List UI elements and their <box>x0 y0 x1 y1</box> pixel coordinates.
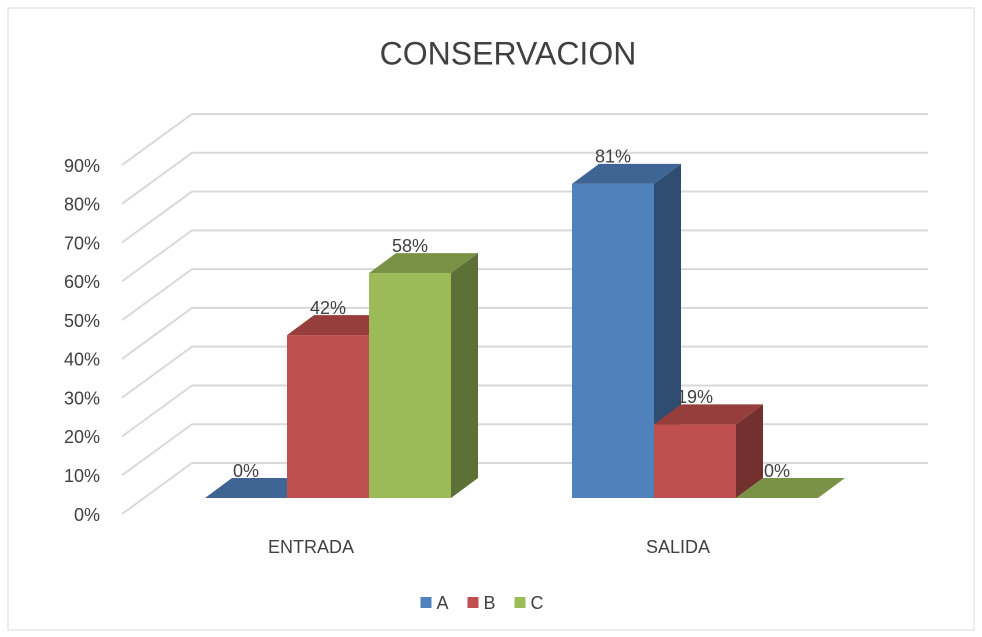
bar-top <box>572 163 681 184</box>
bar-top <box>369 253 478 274</box>
chart-frame <box>7 7 975 631</box>
chart-title: CONSERVACION <box>380 35 637 71</box>
grid-line <box>121 229 928 283</box>
data-label: 42% <box>310 298 346 318</box>
legend-swatch <box>467 597 479 608</box>
y-tick-label: 90% <box>64 156 100 176</box>
grid-line <box>121 268 928 321</box>
bar-top <box>736 478 845 498</box>
y-tick-label: 80% <box>64 195 100 215</box>
data-label: 81% <box>595 147 631 167</box>
data-label: 0% <box>764 461 790 481</box>
y-tick-label: 40% <box>64 350 100 370</box>
y-tick-label: 50% <box>64 311 100 331</box>
x-tick-label: SALIDA <box>646 537 710 557</box>
data-label: 19% <box>677 387 713 407</box>
data-label: 58% <box>392 236 428 256</box>
bar-front <box>369 273 451 498</box>
bar-side <box>736 404 763 498</box>
legend-swatch <box>420 597 432 608</box>
legend-swatch <box>514 597 526 608</box>
grid-line <box>121 113 928 166</box>
bar-top <box>205 478 314 498</box>
grid-line <box>121 345 928 399</box>
y-tick-label: 60% <box>64 272 100 292</box>
legend-label: A <box>437 593 449 613</box>
grid-line <box>121 190 928 244</box>
bar-top <box>654 404 763 425</box>
bar-top <box>287 315 396 336</box>
y-tick-label: 30% <box>64 388 100 408</box>
bar-front <box>287 335 369 498</box>
bar-side <box>451 253 478 498</box>
y-tick-label: 70% <box>64 233 100 253</box>
x-tick-label: ENTRADA <box>268 537 354 557</box>
y-tick-label: 0% <box>74 505 100 525</box>
grid-line <box>121 151 928 205</box>
y-tick-label: 20% <box>64 427 100 447</box>
legend-label: B <box>484 593 496 613</box>
bar-front <box>572 183 654 498</box>
grid-line <box>121 306 928 360</box>
y-tick-label: 10% <box>64 466 100 486</box>
bar-front <box>654 424 736 498</box>
legend-label: C <box>531 593 544 613</box>
grid-line <box>121 384 928 438</box>
data-label: 0% <box>233 461 259 481</box>
